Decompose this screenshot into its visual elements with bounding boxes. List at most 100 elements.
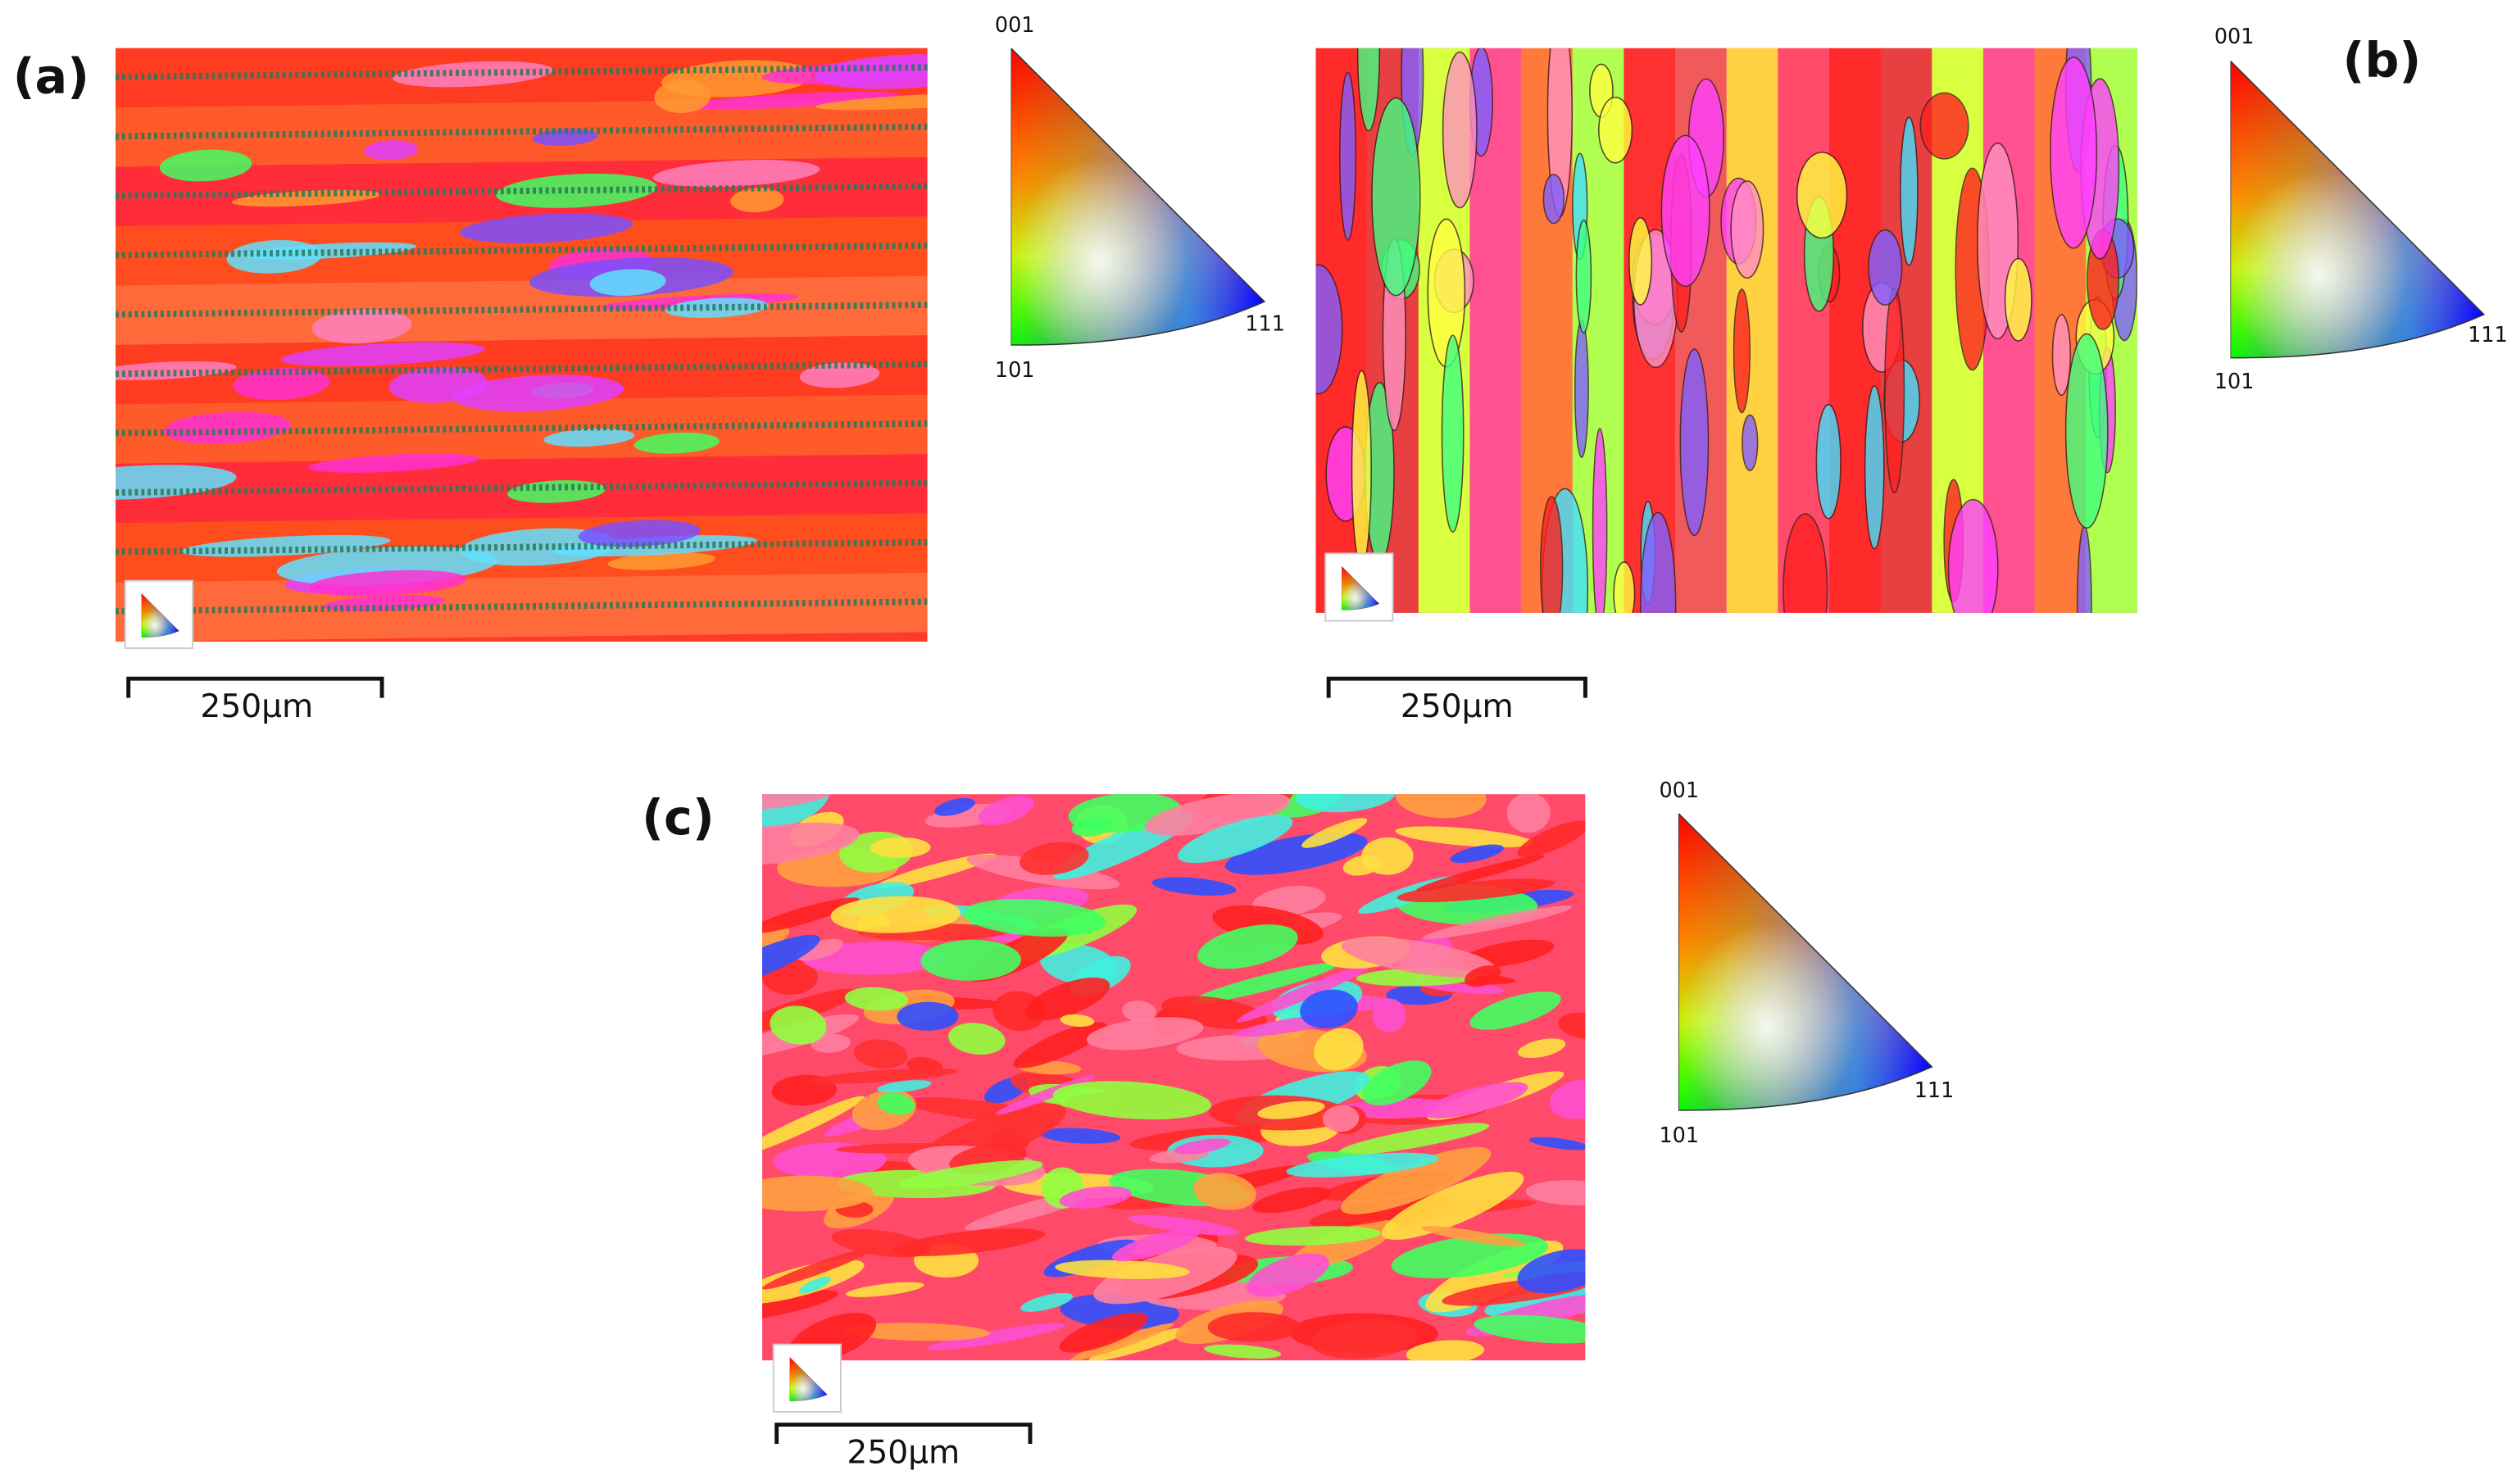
grain — [1341, 1146, 1492, 1214]
scale-bar — [774, 1423, 1033, 1445]
grain — [1342, 855, 1383, 876]
grain — [1783, 513, 1828, 613]
panel-b: (b) 001 101 111 250µm — [1315, 25, 2508, 725]
grain — [978, 796, 1034, 826]
grain — [1542, 174, 1565, 225]
grain — [1086, 1017, 1204, 1051]
grain — [1517, 1038, 1566, 1059]
scale-bar-label: 250µm — [200, 688, 313, 725]
grain — [280, 342, 485, 367]
grain — [920, 939, 1021, 981]
grain — [159, 149, 252, 182]
grain-boundary — [116, 538, 928, 556]
grain — [1742, 414, 1759, 471]
grain — [1013, 1022, 1107, 1069]
ipf-label: 111 — [2468, 323, 2508, 347]
grain — [1613, 561, 1636, 613]
grain — [897, 1001, 959, 1031]
grain — [762, 1259, 865, 1305]
grain — [459, 213, 634, 243]
grain-boundary — [116, 420, 928, 437]
grain — [1450, 844, 1504, 864]
ipf-legend — [2230, 61, 2485, 359]
grain — [1506, 794, 1551, 833]
grain — [762, 1175, 874, 1212]
grain — [452, 374, 624, 412]
grain — [1204, 1344, 1282, 1359]
grain — [1415, 855, 1545, 892]
panel-c: (c) 001 101 111 250µm — [642, 778, 1954, 1472]
grain — [1598, 96, 1633, 164]
grain — [1371, 97, 1421, 297]
grain — [892, 1228, 1045, 1256]
grain — [308, 570, 467, 597]
grain — [1517, 820, 1586, 858]
grain — [1060, 1014, 1095, 1027]
grain — [1474, 1314, 1586, 1344]
grain — [1322, 1105, 1360, 1132]
grain — [1884, 287, 1905, 494]
grain-boundary — [116, 242, 928, 259]
grain — [307, 453, 479, 473]
grain — [1055, 1259, 1190, 1279]
grain — [1207, 1312, 1301, 1342]
grain — [1128, 1214, 1238, 1236]
grain — [1089, 1327, 1191, 1361]
ebsd-map — [116, 48, 928, 642]
grain-boundary — [116, 183, 928, 199]
grain — [1301, 818, 1368, 848]
grain — [311, 309, 412, 344]
grain — [231, 189, 382, 207]
grain — [1337, 1123, 1490, 1155]
grain — [1592, 428, 1608, 613]
grain — [899, 1160, 1043, 1189]
grain — [1252, 1187, 1331, 1214]
ipf-label: 101 — [2214, 370, 2255, 394]
grain — [1423, 1082, 1528, 1119]
grain — [2064, 333, 2109, 529]
ebsd-map — [1315, 48, 2137, 613]
grain — [1070, 1323, 1174, 1361]
grain — [1178, 815, 1293, 864]
grain — [853, 1039, 908, 1069]
grain — [1442, 51, 1478, 209]
grain — [1372, 998, 1406, 1032]
grain — [762, 822, 860, 865]
grain — [811, 1033, 852, 1053]
grain — [1441, 334, 1465, 533]
grain — [578, 520, 701, 547]
grain — [770, 1005, 827, 1045]
grain — [1059, 1186, 1132, 1209]
grain — [1039, 943, 1119, 986]
grain-boundary — [116, 361, 928, 378]
grain — [163, 411, 291, 444]
grain — [2050, 57, 2098, 249]
grain — [1197, 924, 1298, 969]
grain — [1257, 1101, 1325, 1119]
grain — [1427, 218, 1466, 368]
grain-boundary — [116, 64, 928, 80]
grain — [652, 160, 820, 188]
grain — [815, 92, 928, 111]
grain — [1224, 832, 1368, 875]
grain — [1351, 370, 1372, 568]
grain — [1122, 1001, 1156, 1022]
grain — [877, 1080, 932, 1093]
grain — [1815, 403, 1842, 520]
panel-a: (a) 001 101 111 250µm — [13, 13, 1285, 725]
grain — [798, 1277, 831, 1294]
grain — [1314, 1028, 1364, 1071]
grain — [1245, 1226, 1382, 1246]
grain-boundary — [116, 479, 928, 496]
grain — [1525, 1180, 1586, 1206]
grain — [1300, 989, 1358, 1029]
grain — [1639, 511, 1677, 613]
grain — [799, 362, 880, 388]
grain — [1868, 229, 1903, 306]
grain — [1864, 385, 1885, 550]
grain — [1679, 348, 1710, 537]
grain — [1362, 1060, 1432, 1106]
ipf-label: 001 — [1659, 778, 1699, 803]
